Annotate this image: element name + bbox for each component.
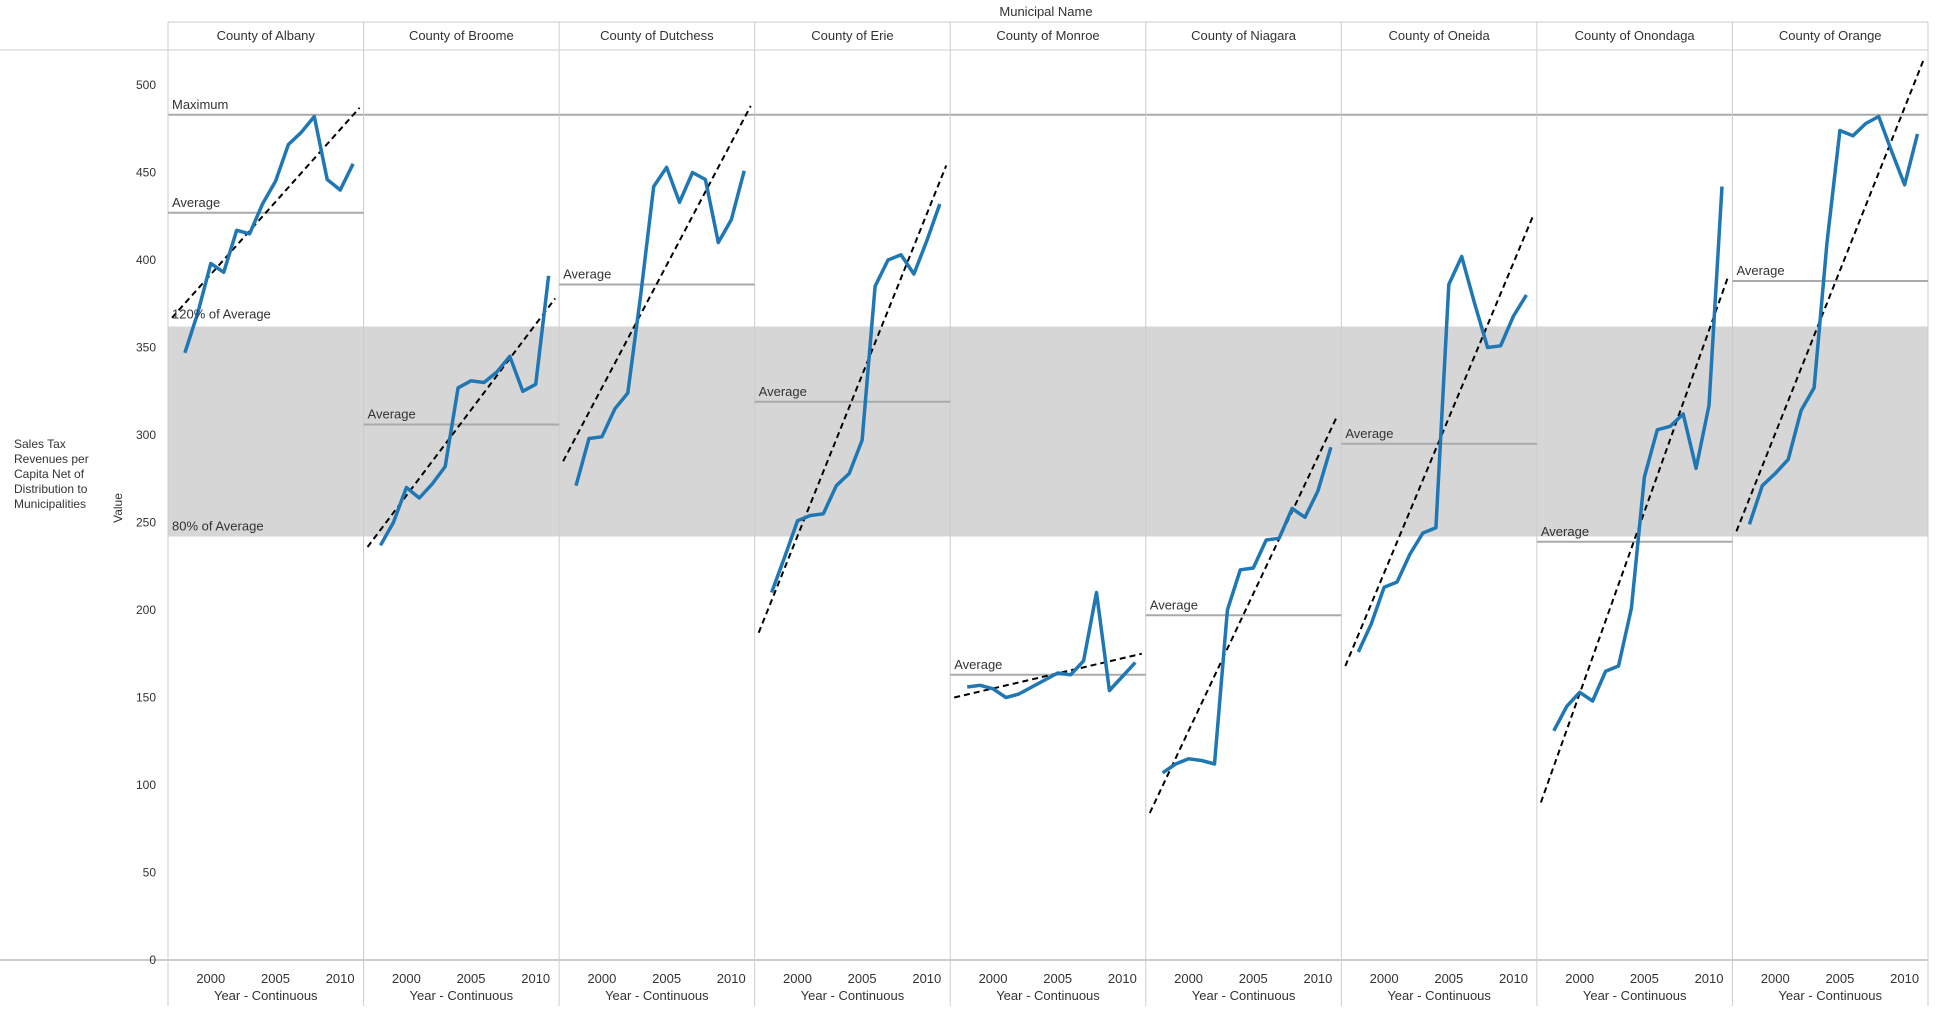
- series-line: [378, 275, 551, 547]
- x-tick-label: 2010: [1303, 971, 1332, 986]
- x-tick-label: 2005: [1630, 971, 1659, 986]
- x-tick-label: 2000: [392, 971, 421, 986]
- trend-line: [562, 105, 752, 462]
- average-band: [168, 326, 1928, 537]
- x-axis-label: Year - Continuous: [605, 988, 709, 1003]
- maximum-label: Maximum: [172, 97, 228, 112]
- panel-header: County of Albany: [217, 28, 316, 43]
- average-label: Average: [954, 657, 1002, 672]
- trend-line: [1539, 275, 1730, 803]
- y-tick-label: 200: [136, 603, 156, 617]
- average-label: Average: [1541, 524, 1589, 539]
- series-line: [183, 114, 355, 354]
- x-tick-label: 2000: [196, 971, 225, 986]
- x-tick-label: 2010: [1890, 971, 1919, 986]
- x-axis-label: Year - Continuous: [801, 988, 905, 1003]
- average-label: Average: [759, 384, 807, 399]
- y-tick-label: 450: [136, 166, 156, 180]
- x-tick-label: 2000: [587, 971, 616, 986]
- x-tick-label: 2005: [1825, 971, 1854, 986]
- row-header-line: Municipalities: [14, 497, 86, 511]
- series-line: [1356, 254, 1528, 653]
- y-tick-label: 250: [136, 516, 156, 530]
- band-lower-label: 80% of Average: [172, 519, 264, 534]
- trend-line: [171, 107, 361, 319]
- x-tick-label: 2000: [783, 971, 812, 986]
- x-axis-label: Year - Continuous: [996, 988, 1100, 1003]
- x-tick-label: 2005: [1434, 971, 1463, 986]
- y-tick-label: 350: [136, 341, 156, 355]
- y-tick-label: 0: [149, 953, 156, 967]
- y-tick-label: 100: [136, 778, 156, 792]
- row-header-line: Capita Net of: [14, 467, 85, 481]
- y-axis-title: Value: [111, 493, 125, 523]
- trend-line: [953, 652, 1143, 699]
- panel-header: County of Oneida: [1389, 28, 1491, 43]
- trend-line: [1148, 415, 1339, 814]
- panel-header: County of Monroe: [996, 28, 1099, 43]
- series-line: [1747, 114, 1920, 525]
- x-axis-label: Year - Continuous: [214, 988, 318, 1003]
- x-tick-label: 2010: [912, 971, 941, 986]
- average-label: Average: [368, 407, 416, 422]
- x-axis-label: Year - Continuous: [410, 988, 514, 1003]
- x-tick-label: 2005: [652, 971, 681, 986]
- row-header: Sales Tax Revenues per Capita Net of Distri…: [14, 437, 89, 511]
- x-tick-label: 2010: [1695, 971, 1724, 986]
- x-axis-label: Year - Continuous: [1192, 988, 1296, 1003]
- x-tick-label: 2000: [1370, 971, 1399, 986]
- band-upper-label: 120% of Average: [172, 307, 271, 322]
- x-tick-label: 2000: [1565, 971, 1594, 986]
- average-label: Average: [563, 267, 611, 282]
- x-tick-label: 2010: [326, 971, 355, 986]
- x-tick-label: 2010: [1499, 971, 1528, 986]
- average-label: Average: [1345, 426, 1393, 441]
- panel-header: County of Niagara: [1191, 28, 1297, 43]
- x-axis-label: Year - Continuous: [1583, 988, 1687, 1003]
- x-tick-label: 2000: [1761, 971, 1790, 986]
- average-label: Average: [1150, 597, 1198, 612]
- x-tick-label: 2010: [1108, 971, 1137, 986]
- x-tick-label: 2000: [1174, 971, 1203, 986]
- x-tick-label: 2005: [1043, 971, 1072, 986]
- series-line: [966, 590, 1137, 700]
- y-tick-label: 300: [136, 428, 156, 442]
- average-label: Average: [172, 195, 220, 210]
- panel-header: County of Onondaga: [1575, 28, 1696, 43]
- x-tick-label: 2005: [848, 971, 877, 986]
- panel-header: County of Orange: [1779, 28, 1882, 43]
- x-tick-label: 2005: [1239, 971, 1268, 986]
- row-header-line: Distribution to: [14, 482, 88, 496]
- panel-header: County of Dutchess: [600, 28, 714, 43]
- y-tick-label: 400: [136, 253, 156, 267]
- x-axis-label: Year - Continuous: [1387, 988, 1491, 1003]
- x-tick-label: 2005: [261, 971, 290, 986]
- series-line: [1552, 186, 1724, 732]
- x-axis-label: Year - Continuous: [1778, 988, 1882, 1003]
- y-tick-label: 50: [143, 866, 157, 880]
- series-line: [574, 165, 746, 487]
- x-tick-label: 2005: [457, 971, 486, 986]
- x-tick-label: 2010: [521, 971, 550, 986]
- row-header-line: Sales Tax: [14, 437, 66, 451]
- x-tick-label: 2000: [979, 971, 1008, 986]
- series-line: [1161, 446, 1333, 775]
- chart-title: Municipal Name: [999, 4, 1092, 19]
- panel-header: County of Broome: [409, 28, 514, 43]
- series-line: [769, 203, 942, 594]
- trend-line: [757, 165, 948, 634]
- trend-line: [1735, 58, 1925, 532]
- x-tick-label: 2010: [717, 971, 746, 986]
- average-label: Average: [1736, 263, 1784, 278]
- y-tick-label: 500: [136, 78, 156, 92]
- panel-header: County of Erie: [811, 28, 893, 43]
- row-header-line: Revenues per: [14, 452, 89, 466]
- y-tick-label: 150: [136, 691, 156, 705]
